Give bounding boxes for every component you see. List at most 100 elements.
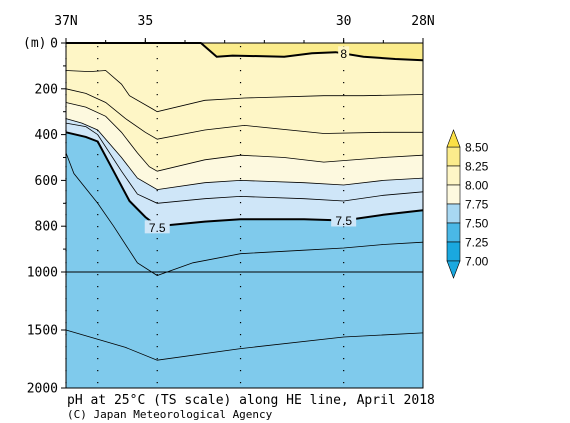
station-dot bbox=[97, 238, 99, 240]
station-dot bbox=[239, 250, 242, 252]
station-dot bbox=[156, 322, 158, 324]
legend-level-7.50: 7.50 bbox=[465, 217, 489, 231]
station-dot bbox=[97, 118, 99, 120]
color-legend: 8.50 8.25 8.00 7.75 7.50 7.25 7.00 bbox=[446, 129, 489, 279]
station-dot bbox=[156, 82, 158, 84]
station-dot bbox=[343, 118, 345, 120]
station-dot bbox=[239, 58, 242, 60]
legend-level-7.25: 7.25 bbox=[465, 236, 489, 250]
station-dot bbox=[97, 334, 99, 336]
contour-line-7.6 bbox=[65, 122, 424, 204]
station-dot bbox=[156, 298, 158, 300]
station-dot bbox=[156, 94, 158, 96]
legend-bottom-triangle bbox=[446, 260, 461, 279]
station-dot bbox=[343, 142, 345, 144]
station-dot bbox=[343, 130, 345, 132]
station-dot bbox=[97, 274, 99, 276]
station-dot bbox=[343, 334, 345, 336]
legend-level-7.00: 7.00 bbox=[465, 255, 489, 269]
station-dot bbox=[156, 334, 158, 336]
station-dot bbox=[343, 250, 345, 252]
contour-line-7.4 bbox=[65, 152, 424, 276]
x-tick-label-35: 35 bbox=[138, 14, 154, 29]
contour-label-8: 8 bbox=[340, 47, 347, 61]
station-dot bbox=[97, 250, 99, 252]
station-dot bbox=[97, 130, 99, 132]
station-dot bbox=[97, 70, 99, 72]
station-dot bbox=[343, 286, 345, 288]
station-dot bbox=[156, 214, 158, 216]
station-dot bbox=[97, 262, 99, 264]
station-dot bbox=[239, 370, 242, 372]
ph-fill-layers bbox=[66, 43, 423, 388]
y-tick-label-1000: 1000 bbox=[27, 266, 58, 281]
station-dot bbox=[343, 370, 345, 372]
station-dot bbox=[239, 262, 242, 264]
station-dot bbox=[239, 94, 242, 96]
station-dot bbox=[97, 178, 99, 180]
station-dot bbox=[156, 46, 158, 48]
station-dot bbox=[156, 238, 158, 240]
station-dot bbox=[239, 178, 242, 180]
station-dot bbox=[239, 334, 242, 336]
station-dot bbox=[156, 190, 158, 192]
station-dot bbox=[239, 310, 242, 312]
station-dot bbox=[156, 370, 158, 372]
station-dot bbox=[97, 58, 99, 60]
station-dot bbox=[156, 130, 158, 132]
station-dot bbox=[156, 274, 158, 276]
contour-line-7.8 bbox=[65, 102, 424, 172]
legend-segment bbox=[446, 203, 461, 224]
fill-below-7.50 bbox=[66, 132, 423, 388]
station-dot bbox=[343, 106, 345, 108]
station-dot bbox=[156, 166, 158, 168]
station-dot bbox=[156, 58, 158, 60]
station-dot bbox=[156, 154, 158, 156]
station-dot bbox=[97, 226, 99, 228]
station-dot bbox=[343, 190, 345, 192]
station-dot bbox=[156, 70, 158, 72]
station-dot bbox=[156, 118, 158, 120]
contour-labels: 8 7.5 7.5 bbox=[144, 46, 357, 235]
y-tick-label-200: 200 bbox=[35, 82, 58, 97]
legend-segment bbox=[446, 241, 461, 262]
credit-line: (C) Japan Meteorological Agency bbox=[67, 408, 273, 421]
legend-segment bbox=[446, 222, 461, 243]
y-axis-unit-label: (m) bbox=[23, 36, 46, 51]
station-dot bbox=[239, 106, 242, 108]
station-dot bbox=[239, 226, 242, 228]
legend-level-8.25: 8.25 bbox=[465, 160, 489, 174]
station-dot bbox=[156, 202, 158, 204]
contour-label-7.5: 7.5 bbox=[149, 221, 166, 235]
station-dot bbox=[239, 118, 242, 120]
station-dot bbox=[343, 238, 345, 240]
legend-segment bbox=[446, 184, 461, 205]
station-dot bbox=[239, 322, 242, 324]
station-dot bbox=[97, 382, 99, 384]
station-dot bbox=[343, 310, 345, 312]
y-tick-label-1500: 1500 bbox=[27, 324, 58, 339]
station-dot bbox=[97, 94, 99, 96]
station-dot bbox=[97, 346, 99, 348]
contour-label-7.5: 7.5 bbox=[335, 214, 352, 228]
contour-line-7.85 bbox=[65, 88, 423, 140]
contour-lines bbox=[65, 42, 424, 361]
station-dot bbox=[343, 70, 345, 72]
station-dot bbox=[156, 262, 158, 264]
station-dot bbox=[343, 274, 345, 276]
station-dot bbox=[239, 298, 242, 300]
station-dot bbox=[343, 202, 345, 204]
x-tick-label-37N: 37N bbox=[54, 14, 77, 29]
station-dot bbox=[343, 298, 345, 300]
station-dot bbox=[97, 142, 99, 144]
chart-title: pH at 25°C (TS scale) along HE line, Apr… bbox=[67, 393, 435, 408]
station-dot bbox=[97, 214, 99, 216]
station-dot bbox=[156, 358, 158, 360]
station-dot bbox=[239, 70, 242, 72]
station-dot bbox=[239, 274, 242, 276]
station-dot bbox=[97, 46, 99, 48]
station-dot bbox=[343, 382, 345, 384]
legend-segment bbox=[446, 146, 461, 167]
legend-top-triangle bbox=[446, 129, 461, 148]
